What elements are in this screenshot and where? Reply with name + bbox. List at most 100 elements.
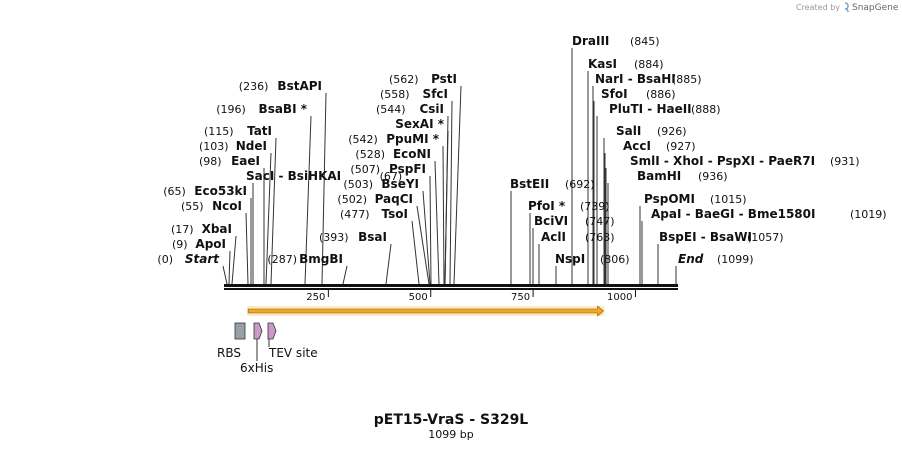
site-name: AccI <box>623 139 651 153</box>
credit-brand: SnapGene <box>852 3 899 13</box>
tick-label-1000: 1000 <box>607 292 632 303</box>
site-position: (1099) <box>717 253 754 266</box>
site-name: BspEI - BsaWI <box>659 230 752 244</box>
feature-label-tev-site: TEV site <box>268 346 318 360</box>
site-name: EcoNI <box>393 147 431 161</box>
site-paqci: PaqCI (502) <box>337 192 413 206</box>
site-position: (845) <box>630 35 660 48</box>
site-position: (115) <box>204 125 234 138</box>
site-bseyi: BseYI (503) <box>343 177 419 191</box>
site-position: (98) <box>199 155 222 168</box>
site-name: Start <box>185 252 220 266</box>
leader-ncoi <box>245 212 249 285</box>
site-smli-xhoi-pspxi-paer7i: SmlI - XhoI - PspXI - PaeR7I (931) <box>630 154 860 168</box>
site-position: (55) <box>181 200 204 213</box>
site-acli: AclI (763) <box>541 230 615 244</box>
site-position: (884) <box>634 58 664 71</box>
site-psti: PstI (562) <box>389 72 457 86</box>
site-sfci: SfcI (558) <box>380 87 448 101</box>
site-pspomi: PspOMI (1015) <box>644 192 747 206</box>
site-position: (1015) <box>710 193 747 206</box>
site-position: (477) <box>340 208 370 221</box>
backbone <box>224 284 678 290</box>
site-name: TsoI <box>382 207 408 221</box>
site-csii: CsiI (544) <box>376 102 444 116</box>
site-position: (542) <box>348 133 378 146</box>
tick-label-750: 750 <box>511 292 530 303</box>
tick-label-250: 250 <box>306 292 325 303</box>
site-eaei: EaeI (98) <box>199 154 260 168</box>
site-name: PspFI <box>389 162 426 176</box>
site-name: BamHI <box>637 169 681 183</box>
site-start: Start (0) <box>157 252 220 266</box>
leader-bmgbi <box>342 265 348 285</box>
site-name: ApoI <box>195 237 226 251</box>
site-name: PpuMI * <box>386 132 440 146</box>
site-bcivi: BciVI (747) <box>534 214 615 228</box>
site-position: (692) <box>565 178 595 191</box>
site-name: BciVI <box>534 214 568 228</box>
site-name: AclI <box>541 230 566 244</box>
feature-label-rbs: RBS <box>217 346 241 360</box>
snapgene-logo-icon <box>844 2 849 13</box>
site-position: (886) <box>646 88 676 101</box>
restriction-sites: Start (0) ApoI (9) XbaI (17) NcoI (55) Eco53kI (6… <box>157 34 886 266</box>
map-length: 1099 bp <box>428 428 473 441</box>
site-name: SfcI <box>423 87 448 101</box>
site-bstapi: BstAPI (236) <box>239 79 322 93</box>
site-tati: TatI (115) <box>204 124 272 138</box>
snapgene-credit: Created by SnapGene <box>796 2 899 13</box>
site-bamhi: BamHI (936) <box>637 169 728 183</box>
leader-bsabi <box>304 115 312 285</box>
leader-ndei <box>265 152 272 285</box>
site-pluti-haeii: PluTI - HaeII (888) <box>609 102 721 116</box>
site-position: (503) <box>343 178 373 191</box>
site-bsteii: BstEII (692) <box>510 177 595 191</box>
site-econi: EcoNI (528) <box>355 147 431 161</box>
site-name: SexAI * <box>395 117 444 131</box>
site-position: (927) <box>666 140 696 153</box>
site-position: (0) <box>157 253 173 266</box>
leader-xbai <box>231 235 237 285</box>
site-name: XbaI <box>202 222 232 236</box>
site-name: End <box>678 252 704 266</box>
site-position: (67) <box>380 170 403 183</box>
site-name: PstI <box>431 72 457 86</box>
leader-sfci <box>449 100 453 285</box>
orf-arrow <box>247 305 604 317</box>
site-position: (9) <box>172 238 188 251</box>
backbone-bottom-strand <box>224 288 678 290</box>
site-name: BmgBI <box>299 252 343 266</box>
map-title: pET15-VraS - S329L <box>374 412 529 428</box>
site-xbai: XbaI (17) <box>171 222 232 236</box>
site-name: SalI <box>616 124 641 138</box>
site-position: (558) <box>380 88 410 101</box>
site-position: (1057) <box>747 231 784 244</box>
leader-csii <box>444 115 449 285</box>
site-position: (65) <box>163 185 186 198</box>
site-sali: SalI (926) <box>616 124 687 138</box>
site-name: NarI - BsaHI <box>595 72 676 86</box>
site-sexai: SexAI * <box>395 117 444 131</box>
leader-bstapi <box>321 92 327 285</box>
site-eco53ki: Eco53kI (65) <box>163 184 247 198</box>
site-leader-lines <box>222 48 677 285</box>
site-pspfi: PspFI (507) <box>350 162 426 176</box>
site-sfoi: SfoI (886) <box>601 87 676 101</box>
site-name: Eco53kI <box>194 184 247 198</box>
site-name: BsaBI * <box>259 102 308 116</box>
site-position: (528) <box>355 148 385 161</box>
site-saci-bsihkai: SacI - BsiHKAI (67) <box>246 169 402 183</box>
site-acci: AccI (927) <box>623 139 696 153</box>
site-position: (393) <box>319 231 349 244</box>
site-position: (926) <box>657 125 687 138</box>
site-name: PspOMI <box>644 192 695 206</box>
site-name: SacI - BsiHKAI <box>246 169 341 183</box>
leader-econi <box>434 160 440 285</box>
site-bsai: BsaI (393) <box>319 230 387 244</box>
leader-apoi <box>228 250 231 285</box>
site-ndei: NdeI (103) <box>199 139 267 153</box>
site-position: (931) <box>830 155 860 168</box>
backbone-top-strand <box>224 284 678 287</box>
